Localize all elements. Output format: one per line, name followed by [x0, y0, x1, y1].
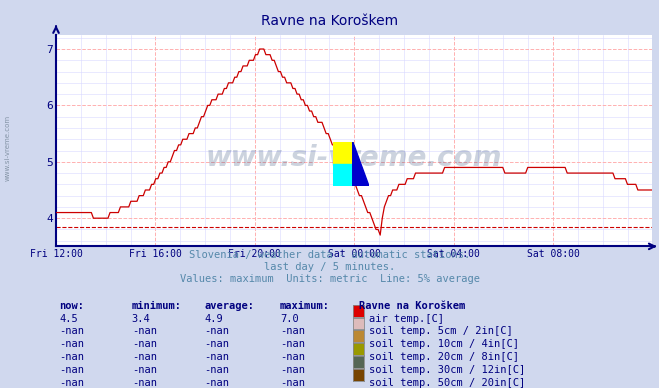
Text: -nan: -nan	[132, 352, 157, 362]
Text: -nan: -nan	[132, 339, 157, 349]
Text: -nan: -nan	[132, 326, 157, 336]
Text: soil temp. 10cm / 4in[C]: soil temp. 10cm / 4in[C]	[369, 339, 519, 349]
Text: -nan: -nan	[204, 339, 229, 349]
Text: Slovenia / weather data - automatic stations.: Slovenia / weather data - automatic stat…	[189, 250, 470, 260]
Text: www.si-vreme.com: www.si-vreme.com	[5, 114, 11, 180]
Text: -nan: -nan	[204, 378, 229, 388]
Text: Ravne na Koroškem: Ravne na Koroškem	[261, 14, 398, 28]
Text: Ravne na Koroškem: Ravne na Koroškem	[359, 301, 465, 311]
Text: -nan: -nan	[280, 339, 305, 349]
Text: -nan: -nan	[59, 378, 84, 388]
Text: -nan: -nan	[204, 326, 229, 336]
Text: last day / 5 minutes.: last day / 5 minutes.	[264, 262, 395, 272]
Polygon shape	[353, 142, 369, 186]
Text: -nan: -nan	[204, 365, 229, 375]
Text: 4.9: 4.9	[204, 314, 223, 324]
Text: soil temp. 30cm / 12in[C]: soil temp. 30cm / 12in[C]	[369, 365, 525, 375]
Text: soil temp. 20cm / 8in[C]: soil temp. 20cm / 8in[C]	[369, 352, 519, 362]
Text: soil temp. 5cm / 2in[C]: soil temp. 5cm / 2in[C]	[369, 326, 513, 336]
Polygon shape	[333, 164, 353, 186]
Text: maximum:: maximum:	[280, 301, 330, 311]
Text: -nan: -nan	[59, 326, 84, 336]
Text: -nan: -nan	[59, 339, 84, 349]
Text: now:: now:	[59, 301, 84, 311]
Text: air temp.[C]: air temp.[C]	[369, 314, 444, 324]
Text: soil temp. 50cm / 20in[C]: soil temp. 50cm / 20in[C]	[369, 378, 525, 388]
Text: -nan: -nan	[280, 365, 305, 375]
Text: average:: average:	[204, 301, 254, 311]
Text: -nan: -nan	[280, 326, 305, 336]
Text: -nan: -nan	[204, 352, 229, 362]
Text: -nan: -nan	[132, 378, 157, 388]
Text: www.si-vreme.com: www.si-vreme.com	[206, 144, 502, 171]
Text: minimum:: minimum:	[132, 301, 182, 311]
Text: -nan: -nan	[280, 378, 305, 388]
Text: Values: maximum  Units: metric  Line: 5% average: Values: maximum Units: metric Line: 5% a…	[179, 274, 480, 284]
Text: -nan: -nan	[280, 352, 305, 362]
Text: 7.0: 7.0	[280, 314, 299, 324]
Text: -nan: -nan	[59, 365, 84, 375]
Text: 4.5: 4.5	[59, 314, 78, 324]
Text: 3.4: 3.4	[132, 314, 150, 324]
Text: -nan: -nan	[59, 352, 84, 362]
Polygon shape	[333, 142, 353, 164]
Text: -nan: -nan	[132, 365, 157, 375]
